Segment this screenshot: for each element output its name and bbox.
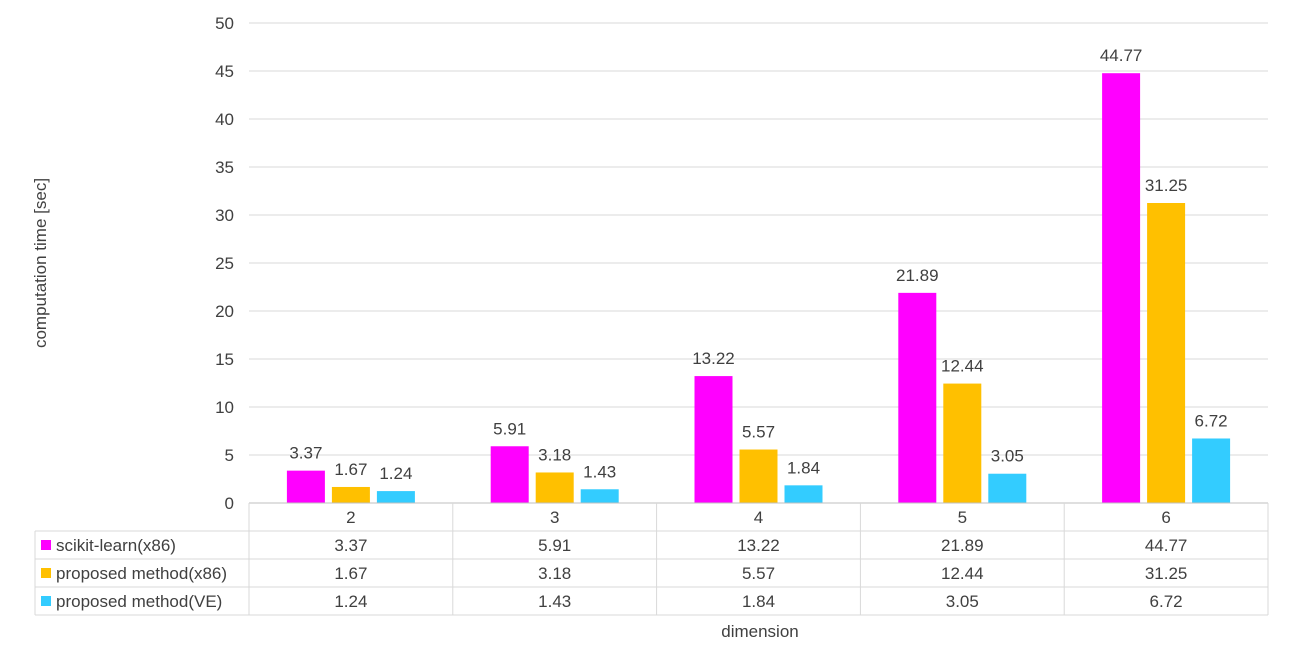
data-label-scikit-learn-x86-6: 44.77 xyxy=(1100,46,1143,65)
legend-label-scikit-learn-x86: scikit-learn(x86) xyxy=(56,536,176,555)
y-axis-label: computation time [sec] xyxy=(31,178,50,348)
table-cell-scikit-learn-x86-2: 3.37 xyxy=(334,536,367,555)
data-table: 2 3 4 5 6 scikit-learn(x86) 3.37 5.91 13.22 21.89… xyxy=(34,502,1269,616)
data-label-scikit-learn-x86-2: 3.37 xyxy=(289,444,322,463)
data-label-proposed-method-ve-2: 1.24 xyxy=(379,464,412,483)
table-cell-proposed-method-ve-4: 1.84 xyxy=(742,592,775,611)
bar-proposed-method-ve-5 xyxy=(988,473,1027,503)
bar-scikit-learn-x86-2 xyxy=(286,470,325,503)
table-cell-proposed-method-ve-6: 6.72 xyxy=(1150,592,1183,611)
x-axis-label: dimension xyxy=(721,622,799,641)
table-cell-proposed-method-x86-6: 31.25 xyxy=(1145,564,1188,583)
table-cell-scikit-learn-x86-6: 44.77 xyxy=(1145,536,1188,555)
bar-proposed-method-ve-6 xyxy=(1192,438,1231,503)
bar-scikit-learn-x86-5 xyxy=(898,292,937,503)
bar-proposed-method-x86-3 xyxy=(535,472,574,503)
bars xyxy=(286,73,1231,503)
y-tick-label-50: 50 xyxy=(215,14,234,33)
bar-proposed-method-ve-4 xyxy=(784,485,823,503)
table-cell-proposed-method-ve-3: 1.43 xyxy=(538,592,571,611)
data-label-proposed-method-x86-6: 31.25 xyxy=(1145,176,1188,195)
data-label-proposed-method-ve-3: 1.43 xyxy=(583,462,616,481)
bar-proposed-method-x86-5 xyxy=(943,383,982,503)
table-cell-proposed-method-x86-4: 5.57 xyxy=(742,564,775,583)
bar-proposed-method-x86-6 xyxy=(1147,203,1186,503)
y-tick-label-10: 10 xyxy=(215,398,234,417)
y-axis-tick-labels: 0 5 10 15 20 25 30 35 40 45 50 xyxy=(215,14,234,513)
data-label-proposed-method-ve-6: 6.72 xyxy=(1195,411,1228,430)
bar-data-labels: 3.37 1.67 1.24 5.91 3.18 1.43 13.22 5.57 1.84 21.… xyxy=(289,46,1227,483)
bar-scikit-learn-x86-4 xyxy=(694,376,733,503)
table-cell-scikit-learn-x86-3: 5.91 xyxy=(538,536,571,555)
data-label-proposed-method-x86-4: 5.57 xyxy=(742,423,775,442)
legend-label-proposed-method-ve: proposed method(VE) xyxy=(56,592,222,611)
data-label-proposed-method-x86-5: 12.44 xyxy=(941,357,984,376)
table-cell-scikit-learn-x86-5: 21.89 xyxy=(941,536,984,555)
y-tick-label-25: 25 xyxy=(215,254,234,273)
table-cell-proposed-method-x86-2: 1.67 xyxy=(334,564,367,583)
y-tick-label-35: 35 xyxy=(215,158,234,177)
y-tick-label-15: 15 xyxy=(215,350,234,369)
y-tick-label-20: 20 xyxy=(215,302,234,321)
data-label-proposed-method-ve-5: 3.05 xyxy=(991,447,1024,466)
data-label-proposed-method-x86-3: 3.18 xyxy=(538,445,571,464)
bar-proposed-method-ve-3 xyxy=(580,489,619,503)
x-tick-label-2: 2 xyxy=(346,508,355,527)
table-cell-proposed-method-ve-2: 1.24 xyxy=(334,592,367,611)
table-cell-proposed-method-x86-5: 12.44 xyxy=(941,564,984,583)
legend-key-scikit-learn-x86 xyxy=(41,540,51,550)
data-label-scikit-learn-x86-3: 5.91 xyxy=(493,419,526,438)
y-tick-label-0: 0 xyxy=(225,494,234,513)
x-tick-label-5: 5 xyxy=(958,508,967,527)
y-tick-label-40: 40 xyxy=(215,110,234,129)
table-cell-proposed-method-ve-5: 3.05 xyxy=(946,592,979,611)
y-tick-label-5: 5 xyxy=(225,446,234,465)
data-label-scikit-learn-x86-5: 21.89 xyxy=(896,266,939,285)
bar-proposed-method-ve-2 xyxy=(376,491,415,503)
x-tick-label-4: 4 xyxy=(754,508,763,527)
x-tick-label-3: 3 xyxy=(550,508,559,527)
bar-scikit-learn-x86-6 xyxy=(1102,73,1141,503)
bar-scikit-learn-x86-3 xyxy=(490,446,529,503)
data-label-proposed-method-ve-4: 1.84 xyxy=(787,458,820,477)
bar-proposed-method-x86-4 xyxy=(739,449,778,503)
legend-key-proposed-method-x86 xyxy=(41,568,51,578)
table-cell-scikit-learn-x86-4: 13.22 xyxy=(737,536,780,555)
gridlines xyxy=(249,22,1268,456)
y-tick-label-30: 30 xyxy=(215,206,234,225)
data-label-proposed-method-x86-2: 1.67 xyxy=(334,460,367,479)
x-tick-label-6: 6 xyxy=(1161,508,1170,527)
y-tick-label-45: 45 xyxy=(215,62,234,81)
table-cell-proposed-method-x86-3: 3.18 xyxy=(538,564,571,583)
legend-label-proposed-method-x86: proposed method(x86) xyxy=(56,564,227,583)
legend-key-proposed-method-ve xyxy=(41,596,51,606)
data-label-scikit-learn-x86-4: 13.22 xyxy=(692,349,735,368)
bar-proposed-method-x86-2 xyxy=(331,486,370,503)
